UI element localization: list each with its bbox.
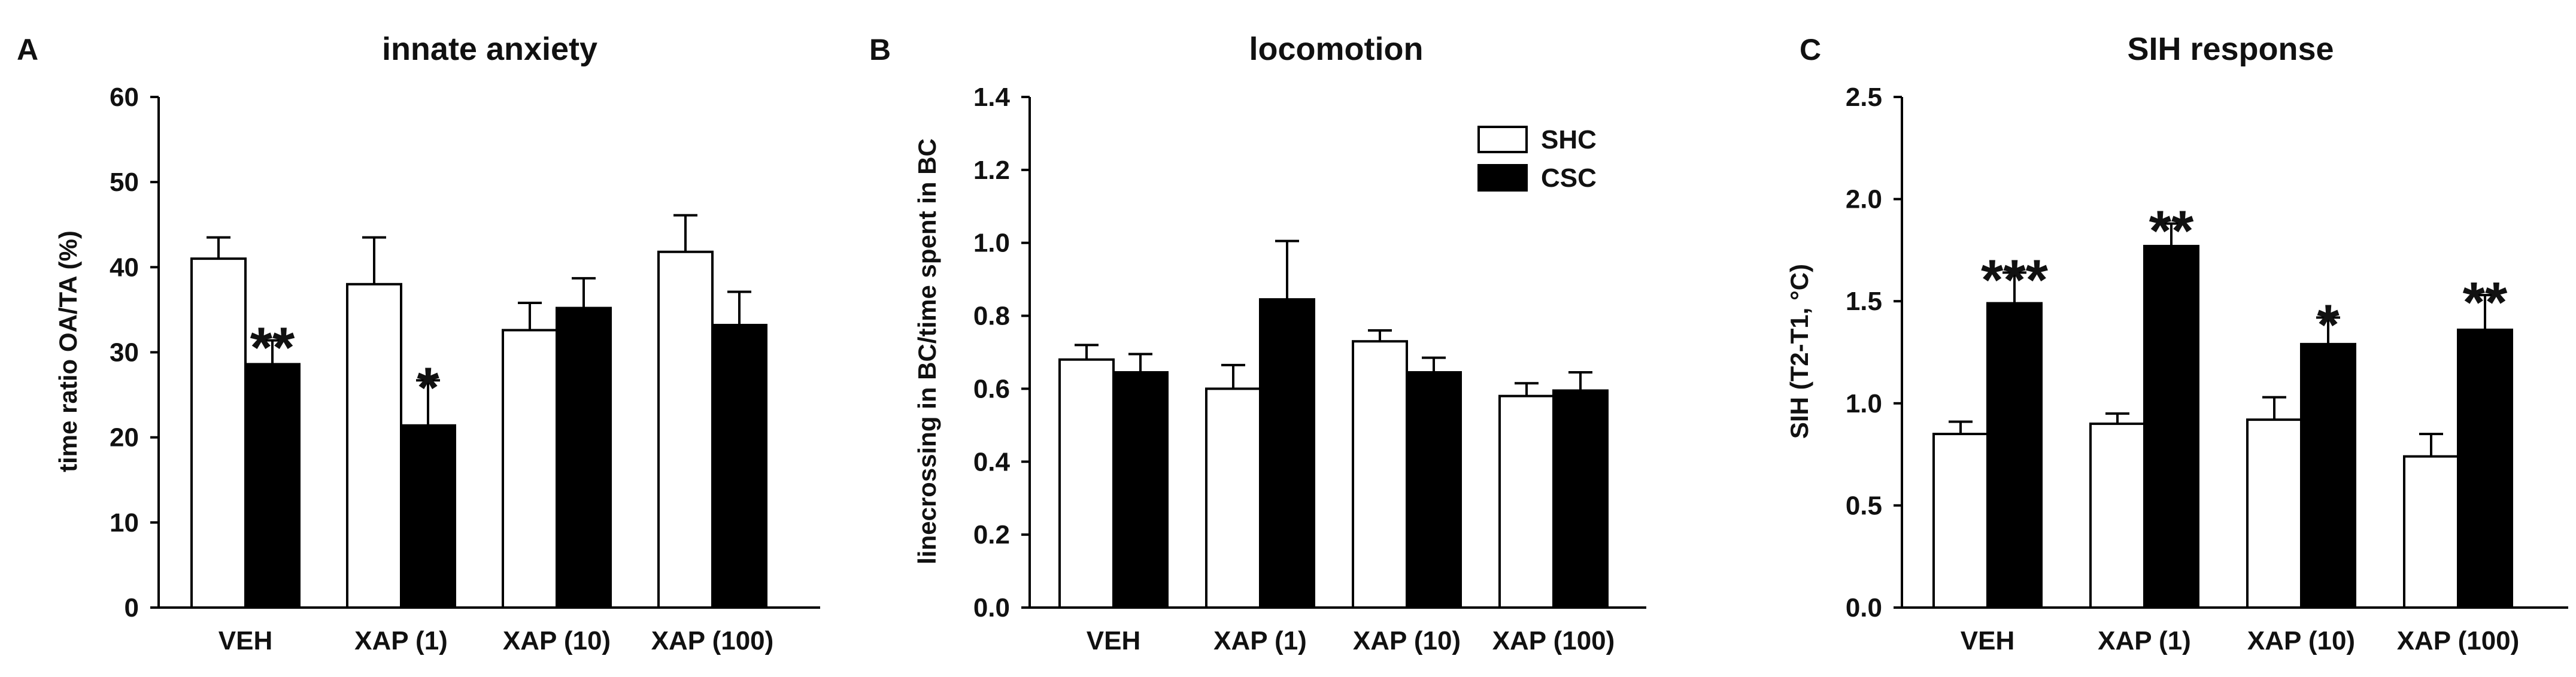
panel-letter-c: C — [1800, 33, 1821, 66]
y-tick-label: 40 — [110, 253, 139, 282]
bar-csc — [556, 306, 612, 609]
y-tick-label: 1.2 — [973, 156, 1010, 185]
bar-csc — [1259, 298, 1315, 609]
bar-shc — [1498, 394, 1555, 609]
x-category-label: XAP (100) — [2397, 626, 2520, 655]
legend-swatch-csc — [1477, 164, 1528, 192]
plot-area-a: 0 10 20 30 40 50 60 VEH XAP (1) XAP (10) XAP (100)… — [110, 83, 820, 655]
bar-csc — [400, 424, 456, 609]
significance-marker: * — [2317, 293, 2340, 357]
y-tick-label: 1.0 — [973, 229, 1010, 258]
bar-shc — [1352, 340, 1408, 609]
y-axis-label-c: SIH (T2-T1, °C) — [1785, 264, 1813, 439]
significance-marker: ** — [2463, 271, 2508, 335]
y-tick-label: 0.0 — [973, 593, 1010, 623]
bar-shc — [2089, 422, 2146, 609]
y-tick-label: 0.8 — [973, 302, 1010, 331]
x-category-label: XAP (100) — [1492, 626, 1615, 655]
y-tick-label: 2.0 — [1846, 185, 1882, 214]
bar-shc — [1058, 358, 1115, 609]
significance-marker: *** — [1981, 248, 2049, 312]
y-tick-label: 50 — [110, 168, 139, 197]
bar-csc — [2457, 328, 2513, 609]
bar-shc — [1205, 387, 1261, 609]
x-category-label: VEH — [1961, 626, 2014, 655]
y-tick-label: 2.5 — [1846, 83, 1882, 112]
bar-shc — [346, 283, 402, 609]
bar-csc — [1406, 371, 1462, 609]
bar-shc — [657, 250, 714, 609]
y-tick-label: 0.4 — [973, 447, 1011, 476]
y-tick-label: 0.0 — [1846, 593, 1882, 623]
x-category-label: XAP (10) — [1353, 626, 1461, 655]
x-category-label: XAP (100) — [651, 626, 774, 655]
y-axis-label-a: time ratio OA/TA (%) — [54, 230, 82, 472]
y-tick-label: 1.5 — [1846, 287, 1882, 316]
legend-label-shc: SHC — [1541, 125, 1597, 154]
x-category-label: VEH — [1087, 626, 1140, 655]
x-category-label: XAP (10) — [2247, 626, 2355, 655]
bar-csc — [2300, 342, 2356, 609]
panel-letter-b: B — [869, 33, 891, 66]
y-tick-label: 0.5 — [1846, 491, 1882, 520]
y-tick-label: 20 — [110, 423, 139, 453]
bar-csc — [1112, 371, 1169, 609]
significance-marker: ** — [2149, 199, 2194, 263]
y-axis-label-b: linecrossing in BC/time spent in BC — [913, 138, 941, 564]
y-tick-label: 30 — [110, 338, 139, 368]
x-category-label: XAP (1) — [1213, 626, 1307, 655]
bar-csc — [711, 324, 767, 609]
y-tick-label: 0.2 — [973, 520, 1010, 550]
bar-csc — [244, 363, 301, 609]
y-tick-label: 60 — [110, 83, 139, 112]
legend-swatch-shc — [1477, 126, 1528, 153]
y-tick-label: 1.4 — [973, 83, 1011, 112]
chart-title-a: innate anxiety — [382, 31, 597, 67]
x-category-label: VEH — [219, 626, 272, 655]
chart-title-c: SIH response — [2127, 31, 2334, 67]
bar-shc — [2246, 418, 2302, 609]
panel-c: C SIH response SIH (T2-T1, °C) 0.0 0.5 1.0… — [1785, 31, 2568, 655]
chart-title-b: locomotion — [1249, 31, 1424, 67]
plot-area-b: 0.0 0.2 0.4 0.6 0.8 1.0 1.2 1.4 VEH XAP (1) XAP (1… — [973, 83, 1646, 655]
bar-shc — [190, 257, 247, 609]
legend-label-csc: CSC — [1541, 163, 1597, 193]
x-category-label: XAP (10) — [503, 626, 611, 655]
bar-csc — [1552, 389, 1609, 609]
x-category-label: XAP (1) — [2098, 626, 2191, 655]
bar-shc — [1932, 432, 1989, 609]
y-tick-label: 0.6 — [973, 374, 1010, 403]
plot-area-c: 0.0 0.5 1.0 1.5 2.0 2.5 VEH XAP (1) XAP (10) XAP … — [1846, 83, 2568, 655]
panel-letter-a: A — [17, 33, 38, 66]
bar-shc — [2403, 455, 2459, 609]
bar-csc — [2143, 245, 2199, 609]
y-tick-label: 10 — [110, 508, 139, 538]
significance-marker: * — [417, 356, 439, 420]
bar-csc — [1986, 302, 2043, 609]
panel-b: B locomotion linecrossing in BC/time spe… — [869, 31, 1646, 655]
significance-marker: ** — [250, 316, 295, 380]
x-category-label: XAP (1) — [354, 626, 448, 655]
y-tick-label: 0 — [125, 593, 139, 623]
legend: SHC CSC — [1477, 125, 1597, 193]
y-tick-label: 1.0 — [1846, 389, 1882, 418]
bar-shc — [502, 329, 558, 609]
panel-a: A innate anxiety time ratio OA/TA (%) 0 1… — [17, 31, 820, 655]
